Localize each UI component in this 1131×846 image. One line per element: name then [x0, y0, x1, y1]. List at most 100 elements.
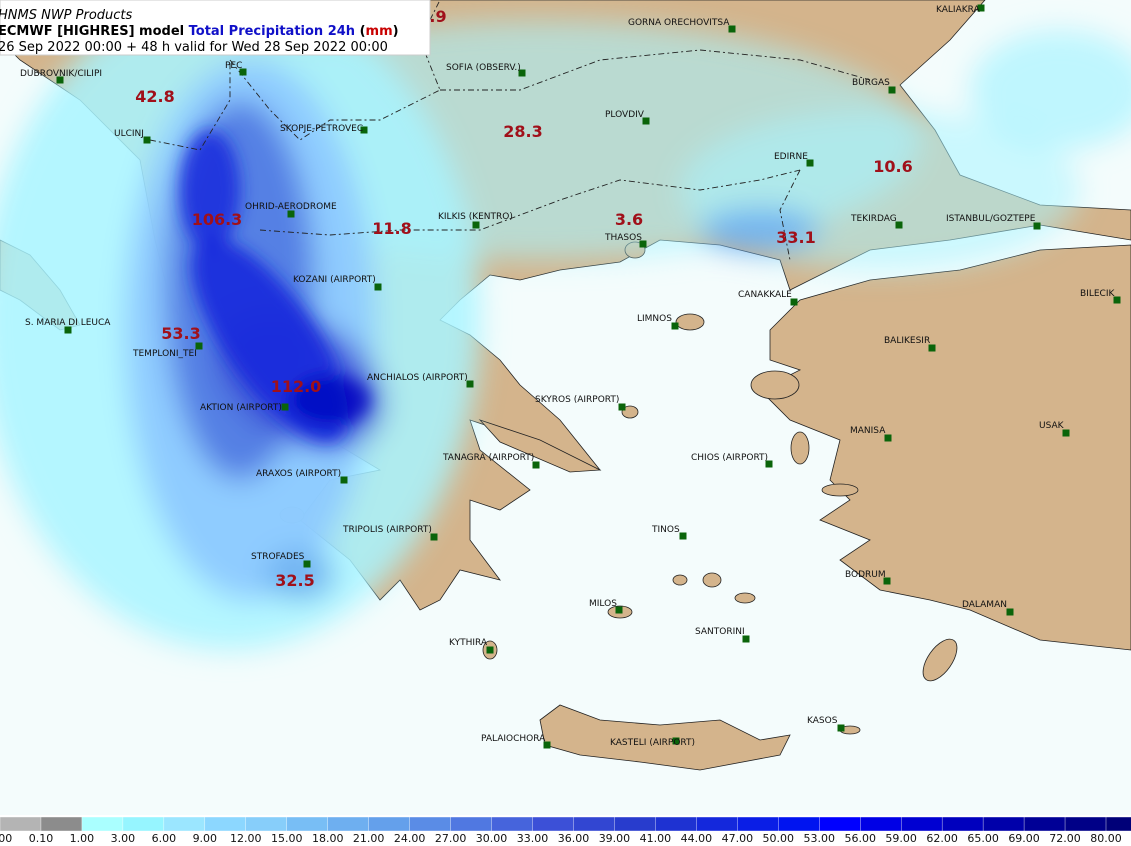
station-marker	[195, 342, 203, 350]
max-value: 11.8	[372, 219, 411, 238]
station-label: DUBROVNIK/CILIPI	[20, 69, 102, 79]
station-marker	[895, 221, 903, 229]
colorbar-label: 47.00	[722, 832, 754, 845]
station-label: KYTHIRA	[449, 638, 488, 648]
colorbar-segment	[696, 816, 739, 832]
colorbar-segment	[163, 816, 206, 832]
colorbar-label: 80.00	[1090, 832, 1122, 845]
station-label: MILOS	[589, 599, 617, 609]
station-label: TEKIRDAG	[850, 214, 897, 224]
colorbar-segment	[982, 816, 1025, 832]
island	[672, 574, 688, 586]
colorbar-label: 41.00	[640, 832, 672, 845]
border	[259, 169, 801, 236]
max-value: 3.6	[615, 210, 643, 229]
station-marker	[742, 635, 750, 643]
station-marker	[790, 298, 798, 306]
colorbar-segment	[327, 816, 370, 832]
station-marker	[883, 577, 891, 585]
station-marker	[360, 126, 368, 134]
station-marker	[928, 344, 936, 352]
colorbar-label: 65.00	[967, 832, 999, 845]
station-marker	[977, 4, 985, 12]
station-marker	[1113, 296, 1121, 304]
precip-core	[290, 375, 370, 425]
station-label: ARAXOS (AIRPORT)	[256, 469, 341, 479]
colorbar-segment	[491, 816, 534, 832]
precip-area	[700, 208, 820, 252]
colorbar-segment	[122, 816, 165, 832]
station-label: PALAIOCHORA	[481, 734, 546, 744]
station-marker	[639, 240, 647, 248]
colorbar-segment	[204, 816, 247, 832]
station-marker	[618, 403, 626, 411]
colorbar-segment	[737, 816, 779, 832]
station-marker	[888, 86, 896, 94]
station-label: CANAKKALE	[738, 290, 792, 300]
station-marker	[303, 560, 311, 568]
station-marker	[56, 76, 64, 84]
colorbar-label: 44.00	[681, 832, 713, 845]
colorbar-segment	[368, 816, 411, 832]
colorbar-segment	[409, 816, 452, 832]
colorbar-label: 72.00	[1049, 832, 1081, 845]
maxima: .9 42.8 28.3 10.6 106.3 11.8 3.6 33.1 53.3 112.0 3…	[135, 7, 912, 590]
colorbar-label: 21.00	[353, 832, 385, 845]
colorbar-label: 30.00	[476, 832, 508, 845]
colorbar-label: 62.00	[926, 832, 958, 845]
colorbar-label: 9.00	[193, 832, 218, 845]
colorbar-segment	[819, 816, 861, 832]
island	[790, 431, 810, 465]
header-box	[0, 0, 431, 56]
station-label: TINOS	[651, 525, 680, 535]
station-label: GORNA ORECHOVITSA	[628, 18, 730, 28]
station-label: BILECIK	[1080, 289, 1115, 299]
unit: mm	[366, 24, 393, 39]
station-label: ANCHIALOS (AIRPORT)	[367, 373, 468, 383]
station-label: S. MARIA DI LEUCA	[25, 318, 111, 328]
colorbar-label: 56.00	[844, 832, 876, 845]
station-label: BODRUM	[845, 570, 886, 580]
station-label: PLOVDIV	[605, 110, 645, 120]
station-label: KALIAKRA	[936, 5, 981, 15]
station-marker	[679, 532, 687, 540]
colorbar-segment	[900, 816, 943, 832]
header-line1: HNMS NWP Products	[0, 8, 133, 23]
anatolia	[759, 244, 1131, 651]
station-label: SKOPJE-PETROVEC	[280, 124, 363, 134]
station-label: ULCINJ	[114, 129, 144, 139]
colorbar-segment	[860, 816, 902, 832]
station-label: DALAMAN	[962, 600, 1007, 610]
colorbar-segment	[573, 816, 616, 832]
station-label: AKTION (AIRPORT)	[200, 403, 282, 413]
station-marker	[466, 380, 474, 388]
colorbar-label: 18.00	[312, 832, 344, 845]
station-marker	[806, 159, 814, 167]
station-marker	[239, 68, 247, 76]
station-marker	[672, 737, 680, 745]
station-marker	[430, 533, 438, 541]
station-label: BURGAS	[852, 78, 890, 88]
colorbar-segment	[1105, 816, 1131, 832]
colorbar-label: 36.00	[558, 832, 590, 845]
stations: DUBROVNIK/CILIPI PEC SOFIA (OBSERV.) GORNA …	[20, 4, 1121, 749]
colorbar: 0.00 0.10 1.00 3.00 6.00 9.00 12.00 15.00 18.00 2…	[0, 816, 1131, 845]
colorbar-segment	[81, 816, 124, 832]
header-line2: ECMWF [HIGHRES] model Total Precipitatio…	[0, 24, 399, 39]
station-label: SANTORINI	[695, 627, 745, 637]
colorbar-segment	[286, 816, 329, 832]
max-value: 10.6	[873, 157, 912, 176]
station-label: SKYROS (AIRPORT)	[535, 395, 619, 405]
island	[922, 638, 958, 682]
station-marker	[642, 117, 650, 125]
station-marker	[281, 403, 289, 411]
colorbar-segment	[245, 816, 288, 832]
station-marker	[765, 460, 773, 468]
precipitation-core	[180, 130, 370, 442]
colorbar-label: 50.00	[763, 832, 795, 845]
colorbar-segment	[655, 816, 698, 832]
colorbar-segment	[941, 816, 984, 832]
station-label: ISTANBUL/GOZTEPE	[946, 214, 1036, 224]
colorbar-segment	[532, 816, 575, 832]
